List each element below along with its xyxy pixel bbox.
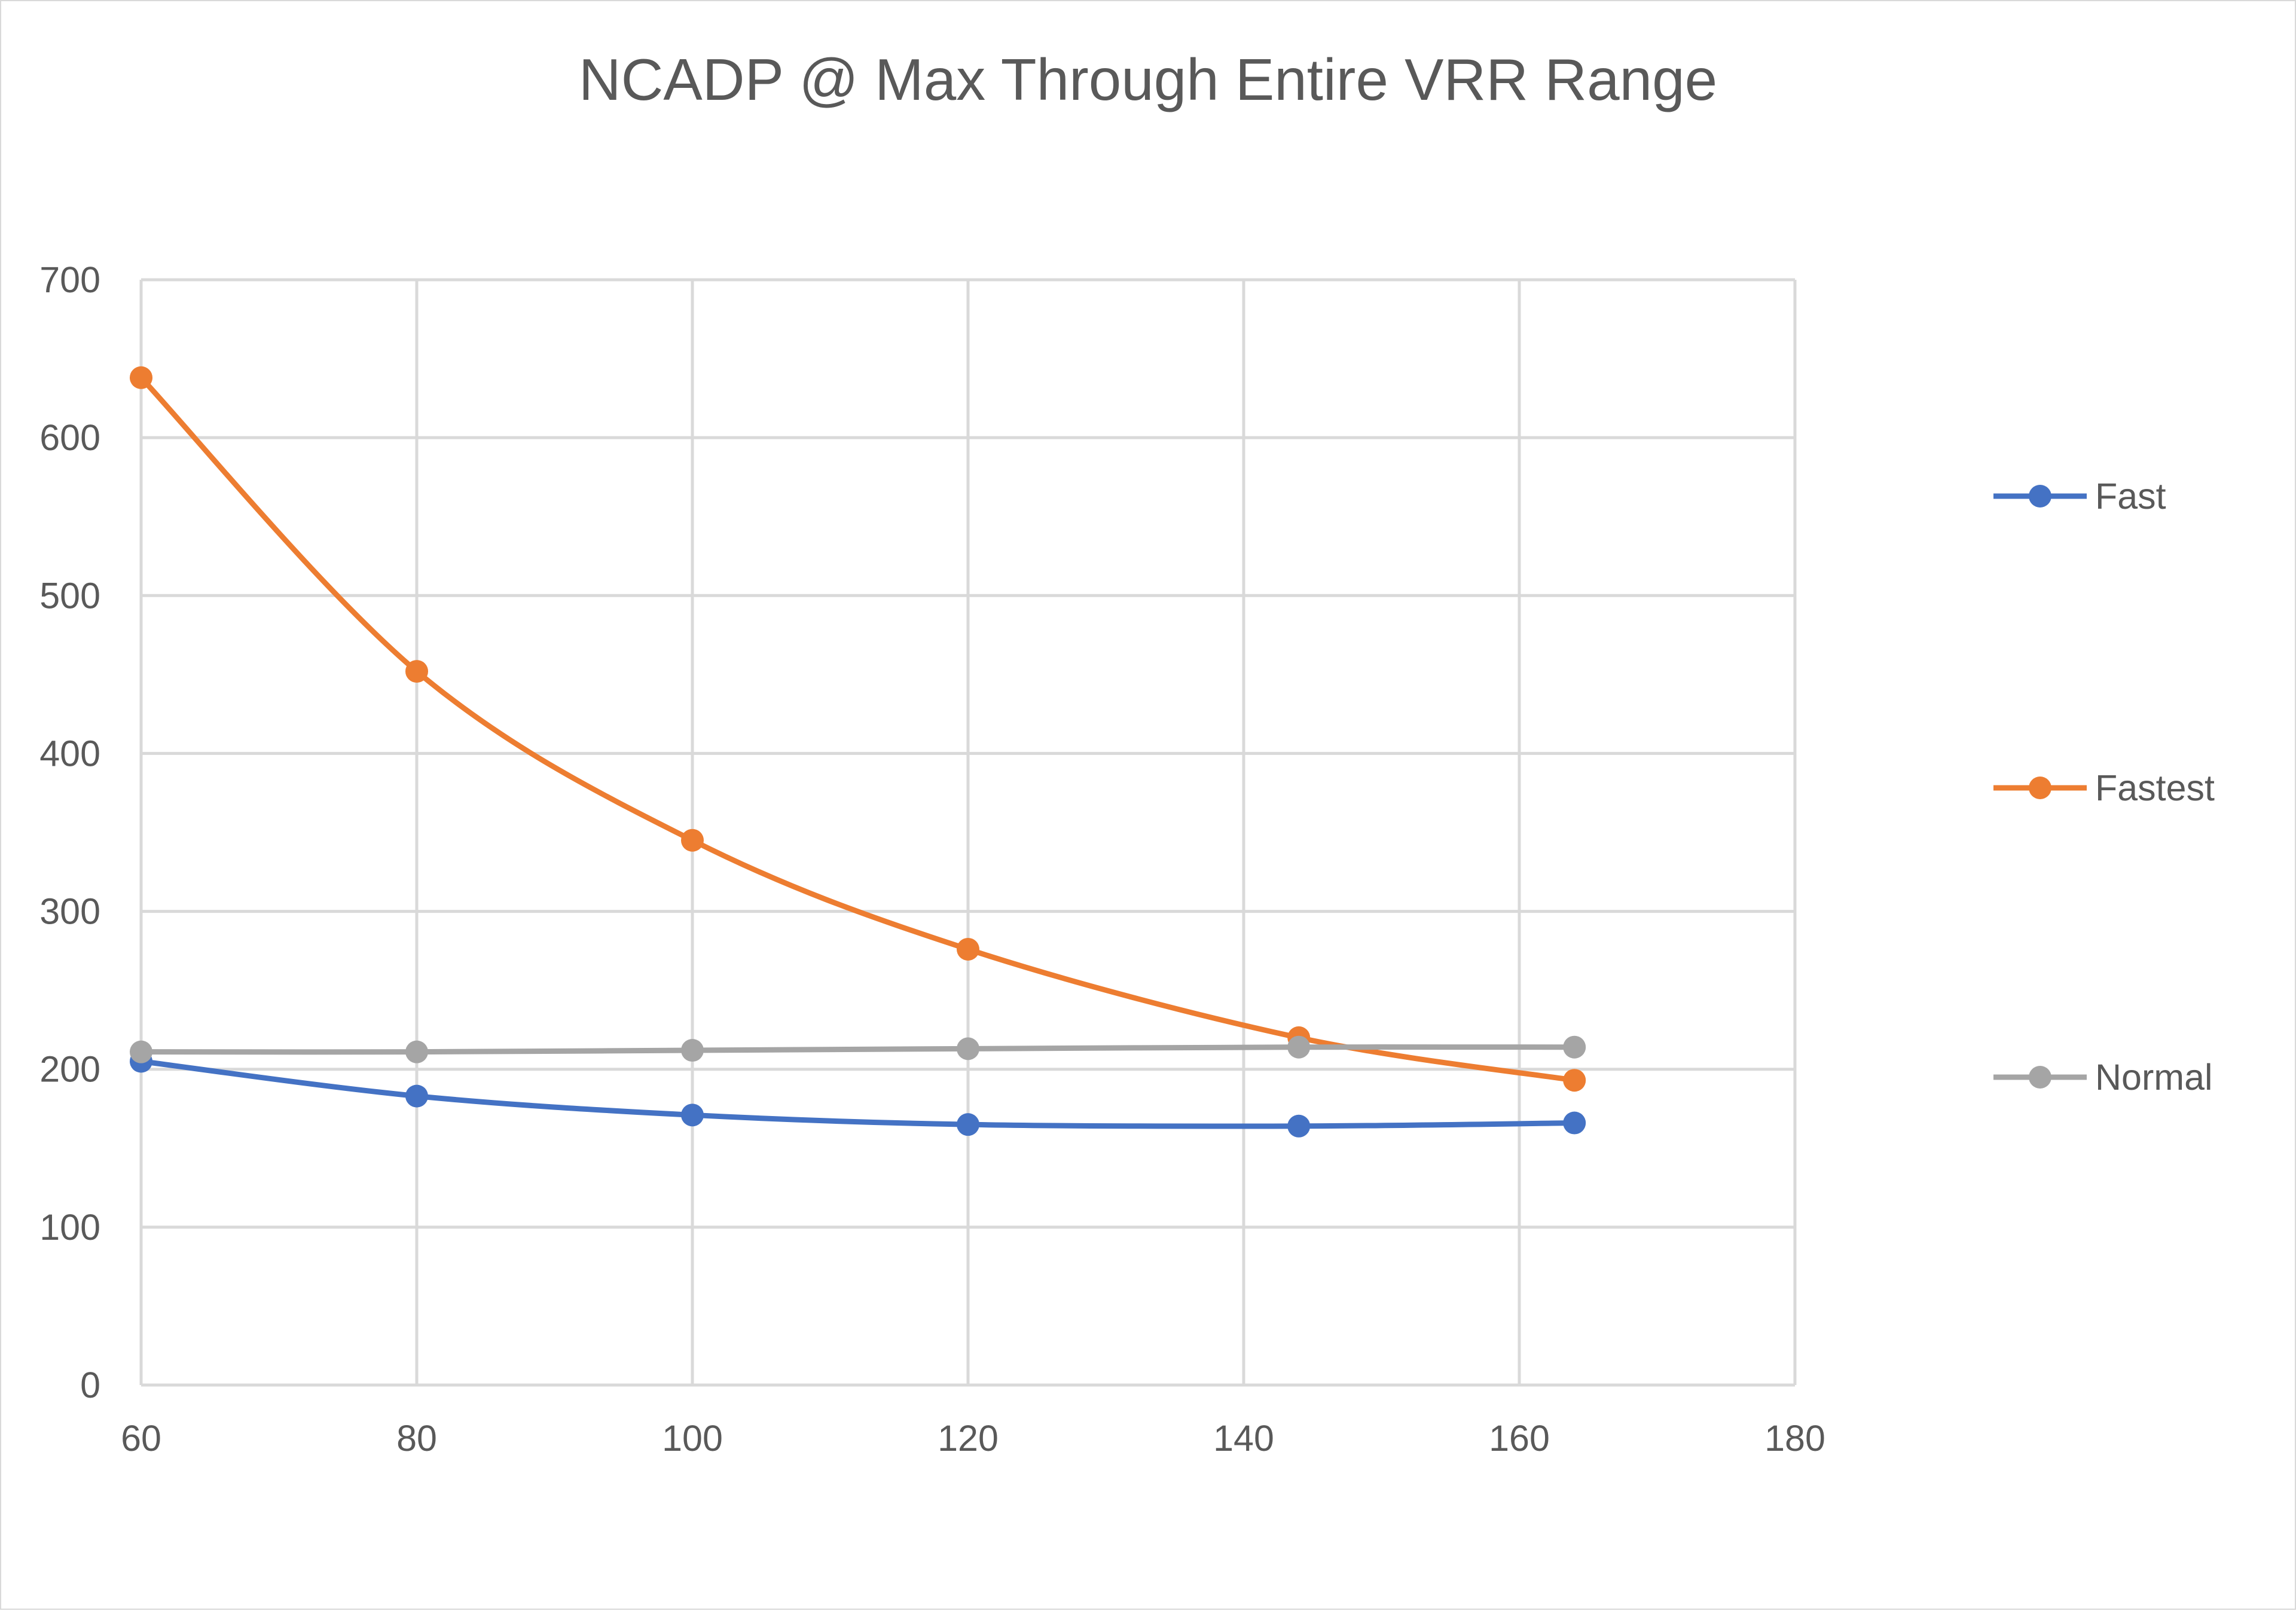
legend: Fast Fastest Normal: [1993, 476, 2215, 1098]
series-normal: [130, 1035, 1586, 1063]
x-tick-label: 120: [938, 1418, 999, 1459]
data-point-fastest: [957, 937, 979, 961]
axes: 0 100 200 300 400 500 600 700 60 80 100 120 140 160 18…: [39, 259, 1825, 1459]
y-tick-label: 200: [39, 1049, 100, 1090]
data-point-normal: [1563, 1035, 1586, 1059]
x-tick-label: 100: [662, 1418, 723, 1459]
data-point-fast: [1563, 1111, 1586, 1135]
series-group: [130, 366, 1586, 1138]
legend-entry-fast: Fast: [1993, 476, 2166, 516]
x-tick-label: 160: [1489, 1418, 1550, 1459]
legend-marker-fastest: [2029, 777, 2051, 799]
series-fast: [130, 1050, 1586, 1138]
gridlines: [139, 278, 1797, 1387]
legend-label-fast: Fast: [2095, 476, 2166, 516]
data-point-normal: [957, 1037, 979, 1060]
data-point-normal: [130, 1040, 152, 1063]
legend-entry-normal: Normal: [1993, 1057, 2213, 1098]
y-tick-label: 100: [39, 1207, 100, 1248]
series-line-fastest: [138, 375, 1577, 1083]
data-point-fastest: [681, 829, 704, 852]
data-point-normal: [1287, 1035, 1311, 1059]
y-tick-label: 600: [39, 417, 100, 458]
y-tick-label: 400: [39, 733, 100, 774]
legend-marker-normal: [2029, 1066, 2051, 1089]
data-point-fast: [1287, 1114, 1311, 1138]
legend-entry-fastest: Fastest: [1993, 768, 2215, 808]
data-point-fastest: [405, 660, 428, 683]
data-point-fastest: [1563, 1069, 1586, 1092]
data-point-fastest: [130, 366, 152, 389]
chart-title: NCADP @ Max Through Entire VRR Range: [579, 47, 1717, 112]
series-fastest: [130, 366, 1586, 1092]
series-line-normal: [138, 1044, 1577, 1055]
legend-label-fastest: Fastest: [2095, 768, 2215, 808]
x-tick-label: 140: [1213, 1418, 1274, 1459]
x-tick-label: 80: [396, 1418, 437, 1459]
y-tick-label: 700: [39, 259, 100, 300]
x-tick-label: 60: [121, 1418, 161, 1459]
y-tick-label: 500: [39, 575, 100, 616]
data-point-fast: [681, 1103, 704, 1127]
legend-marker-fast: [2029, 485, 2051, 508]
x-tick-label: 180: [1764, 1418, 1825, 1459]
legend-label-normal: Normal: [2095, 1057, 2213, 1098]
data-point-normal: [405, 1040, 428, 1063]
data-point-normal: [681, 1039, 704, 1062]
data-point-fast: [957, 1113, 979, 1136]
data-point-fast: [405, 1084, 428, 1108]
series-line-fast: [138, 1059, 1577, 1129]
y-tick-label: 300: [39, 891, 100, 932]
y-tick-label: 0: [80, 1365, 100, 1405]
